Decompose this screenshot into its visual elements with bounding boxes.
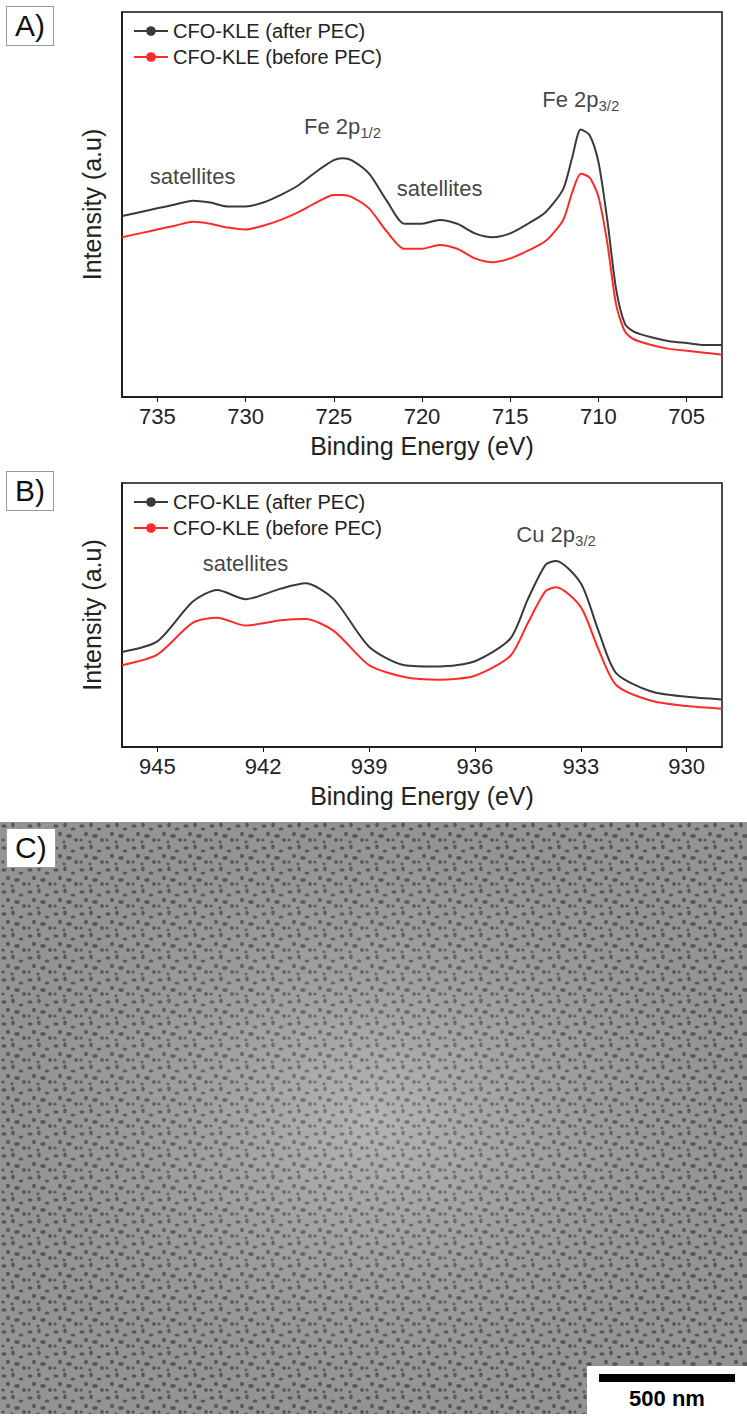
html-text:A): A)	[15, 9, 45, 42]
svg-text:945: 945	[139, 754, 176, 779]
svg-text:705: 705	[668, 404, 705, 429]
svg-text:Fe 2p: Fe 2p	[542, 87, 598, 112]
html-text:C): C)	[15, 831, 47, 864]
svg-text:930: 930	[668, 754, 705, 779]
svg-text:725: 725	[315, 404, 352, 429]
svg-text:710: 710	[580, 404, 617, 429]
svg-text:3/2: 3/2	[599, 97, 620, 114]
svg-text:Intensity (a.u): Intensity (a.u)	[78, 129, 106, 280]
svg-text:CFO-KLE (after PEC): CFO-KLE (after PEC)	[173, 20, 365, 42]
html-text:B): B)	[15, 474, 45, 507]
svg-text:satellites: satellites	[203, 551, 289, 576]
svg-text:942: 942	[245, 754, 282, 779]
svg-text:CFO-KLE (after PEC): CFO-KLE (after PEC)	[173, 491, 365, 513]
svg-text:939: 939	[351, 754, 388, 779]
svg-text:933: 933	[562, 754, 599, 779]
svg-text:CFO-KLE (before PEC): CFO-KLE (before PEC)	[173, 46, 382, 68]
svg-text:Cu 2p: Cu 2p	[516, 522, 575, 547]
svg-text:Binding Energy (eV): Binding Energy (eV)	[310, 432, 534, 460]
svg-text:500 nm: 500 nm	[629, 1386, 705, 1411]
svg-text:715: 715	[492, 404, 529, 429]
svg-text:CFO-KLE (before PEC): CFO-KLE (before PEC)	[173, 517, 382, 539]
svg-text:Fe 2p: Fe 2p	[304, 114, 360, 139]
svg-text:satellites: satellites	[150, 164, 236, 189]
svg-text:735: 735	[139, 404, 176, 429]
svg-text:3/2: 3/2	[575, 532, 596, 549]
svg-text:936: 936	[457, 754, 494, 779]
svg-text:Binding Energy (eV): Binding Energy (eV)	[310, 782, 534, 810]
svg-text:Intensity (a.u): Intensity (a.u)	[78, 539, 106, 690]
svg-text:1/2: 1/2	[360, 124, 381, 141]
svg-text:720: 720	[404, 404, 441, 429]
svg-text:satellites: satellites	[397, 176, 483, 201]
svg-text:730: 730	[227, 404, 264, 429]
